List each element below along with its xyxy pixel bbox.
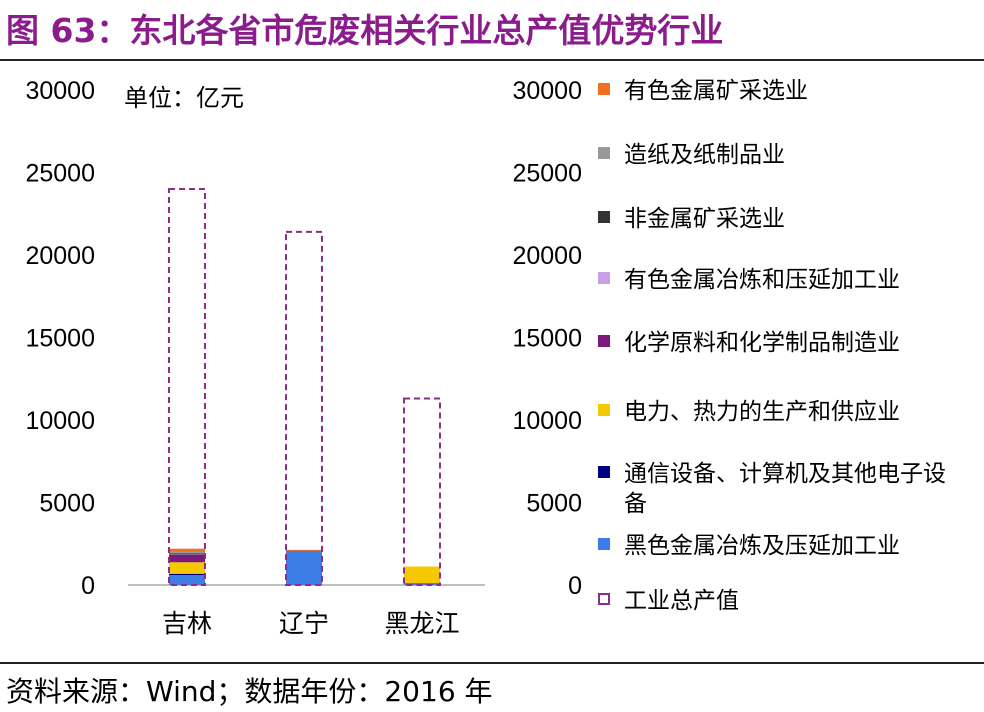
legend-item: 黑色金属冶炼及压延加工业 [598, 531, 954, 561]
bar-segment [169, 573, 205, 576]
y-tick-label-right: 15000 [512, 325, 582, 353]
legend-item: 电力、热力的生产和供应业 [598, 397, 954, 427]
y-tick-label-right: 5000 [526, 490, 582, 518]
x-category-label: 黑龙江 [384, 609, 459, 638]
legend-swatch [598, 83, 610, 95]
legend-label: 通信设备、计算机及其他电子设备 [624, 461, 946, 517]
bar-segment [404, 566, 440, 584]
legend-label: 非金属矿采选业 [624, 206, 785, 232]
top-rule [0, 59, 984, 61]
legend-item: 造纸及纸制品业 [598, 140, 954, 170]
legend-item: 工业总产值 [598, 586, 954, 616]
y-tick-label-left: 25000 [25, 160, 95, 188]
x-category-label: 吉林 [162, 609, 212, 638]
legend-label: 化学原料和化学制品制造业 [624, 330, 900, 356]
legend-swatch [598, 593, 610, 605]
legend-item: 非金属矿采选业 [598, 204, 954, 234]
bar-segment [169, 548, 205, 552]
legend-swatch [598, 335, 610, 347]
y-tick-label-left: 30000 [25, 77, 95, 105]
legend-label: 造纸及纸制品业 [624, 142, 785, 168]
legend-swatch [598, 538, 610, 550]
y-tick-label-right: 25000 [512, 160, 582, 188]
bar-segment [169, 554, 205, 563]
legend-label: 有色金属矿采选业 [624, 78, 808, 104]
legend-item: 有色金属矿采选业 [598, 76, 954, 106]
x-category-label: 辽宁 [279, 609, 329, 638]
legend-item: 有色金属冶炼和压延加工业 [598, 265, 954, 295]
legend-item: 化学原料和化学制品制造业 [598, 328, 954, 358]
source-note: 资料来源：Wind；数据年份：2016 年 [6, 675, 493, 708]
total-bar-outline [403, 397, 441, 586]
legend-label: 电力、热力的生产和供应业 [624, 399, 900, 425]
y-tick-label-left: 0 [81, 572, 95, 600]
legend-swatch [598, 211, 610, 223]
legend-label: 黑色金属冶炼及压延加工业 [624, 533, 900, 559]
y-tick-label-left: 15000 [25, 325, 95, 353]
legend-item: 通信设备、计算机及其他电子设备 [598, 459, 954, 519]
bar-segment [169, 553, 205, 555]
y-tick-label-left: 20000 [25, 242, 95, 270]
bar-segment [169, 575, 205, 585]
y-tick-label-right: 20000 [512, 242, 582, 270]
y-tick-label-left: 10000 [25, 407, 95, 435]
legend-swatch [598, 466, 610, 478]
legend-label: 工业总产值 [624, 588, 739, 614]
y-tick-label-right: 0 [568, 572, 582, 600]
total-bar-outline [285, 230, 323, 586]
y-tick-label-right: 30000 [512, 77, 582, 105]
legend-swatch [598, 147, 610, 159]
unit-label: 单位：亿元 [124, 84, 244, 112]
bar-segment [169, 551, 205, 554]
bar-segment [286, 550, 322, 585]
bar-segment [286, 549, 322, 551]
bottom-rule [0, 662, 984, 664]
y-tick-label-right: 10000 [512, 407, 582, 435]
bar-segment [169, 562, 205, 574]
legend-label: 有色金属冶炼和压延加工业 [624, 267, 900, 293]
legend-swatch [598, 272, 610, 284]
figure-title: 图 63：东北各省市危废相关行业总产值优势行业 [6, 11, 724, 50]
y-tick-label-left: 5000 [39, 490, 95, 518]
stacked-bar-chart: 0 5000 10000 15000 20000 25000 30000 0 5000 10000… [25, 77, 582, 638]
total-bar-outline [168, 188, 206, 586]
legend-swatch [598, 404, 610, 416]
